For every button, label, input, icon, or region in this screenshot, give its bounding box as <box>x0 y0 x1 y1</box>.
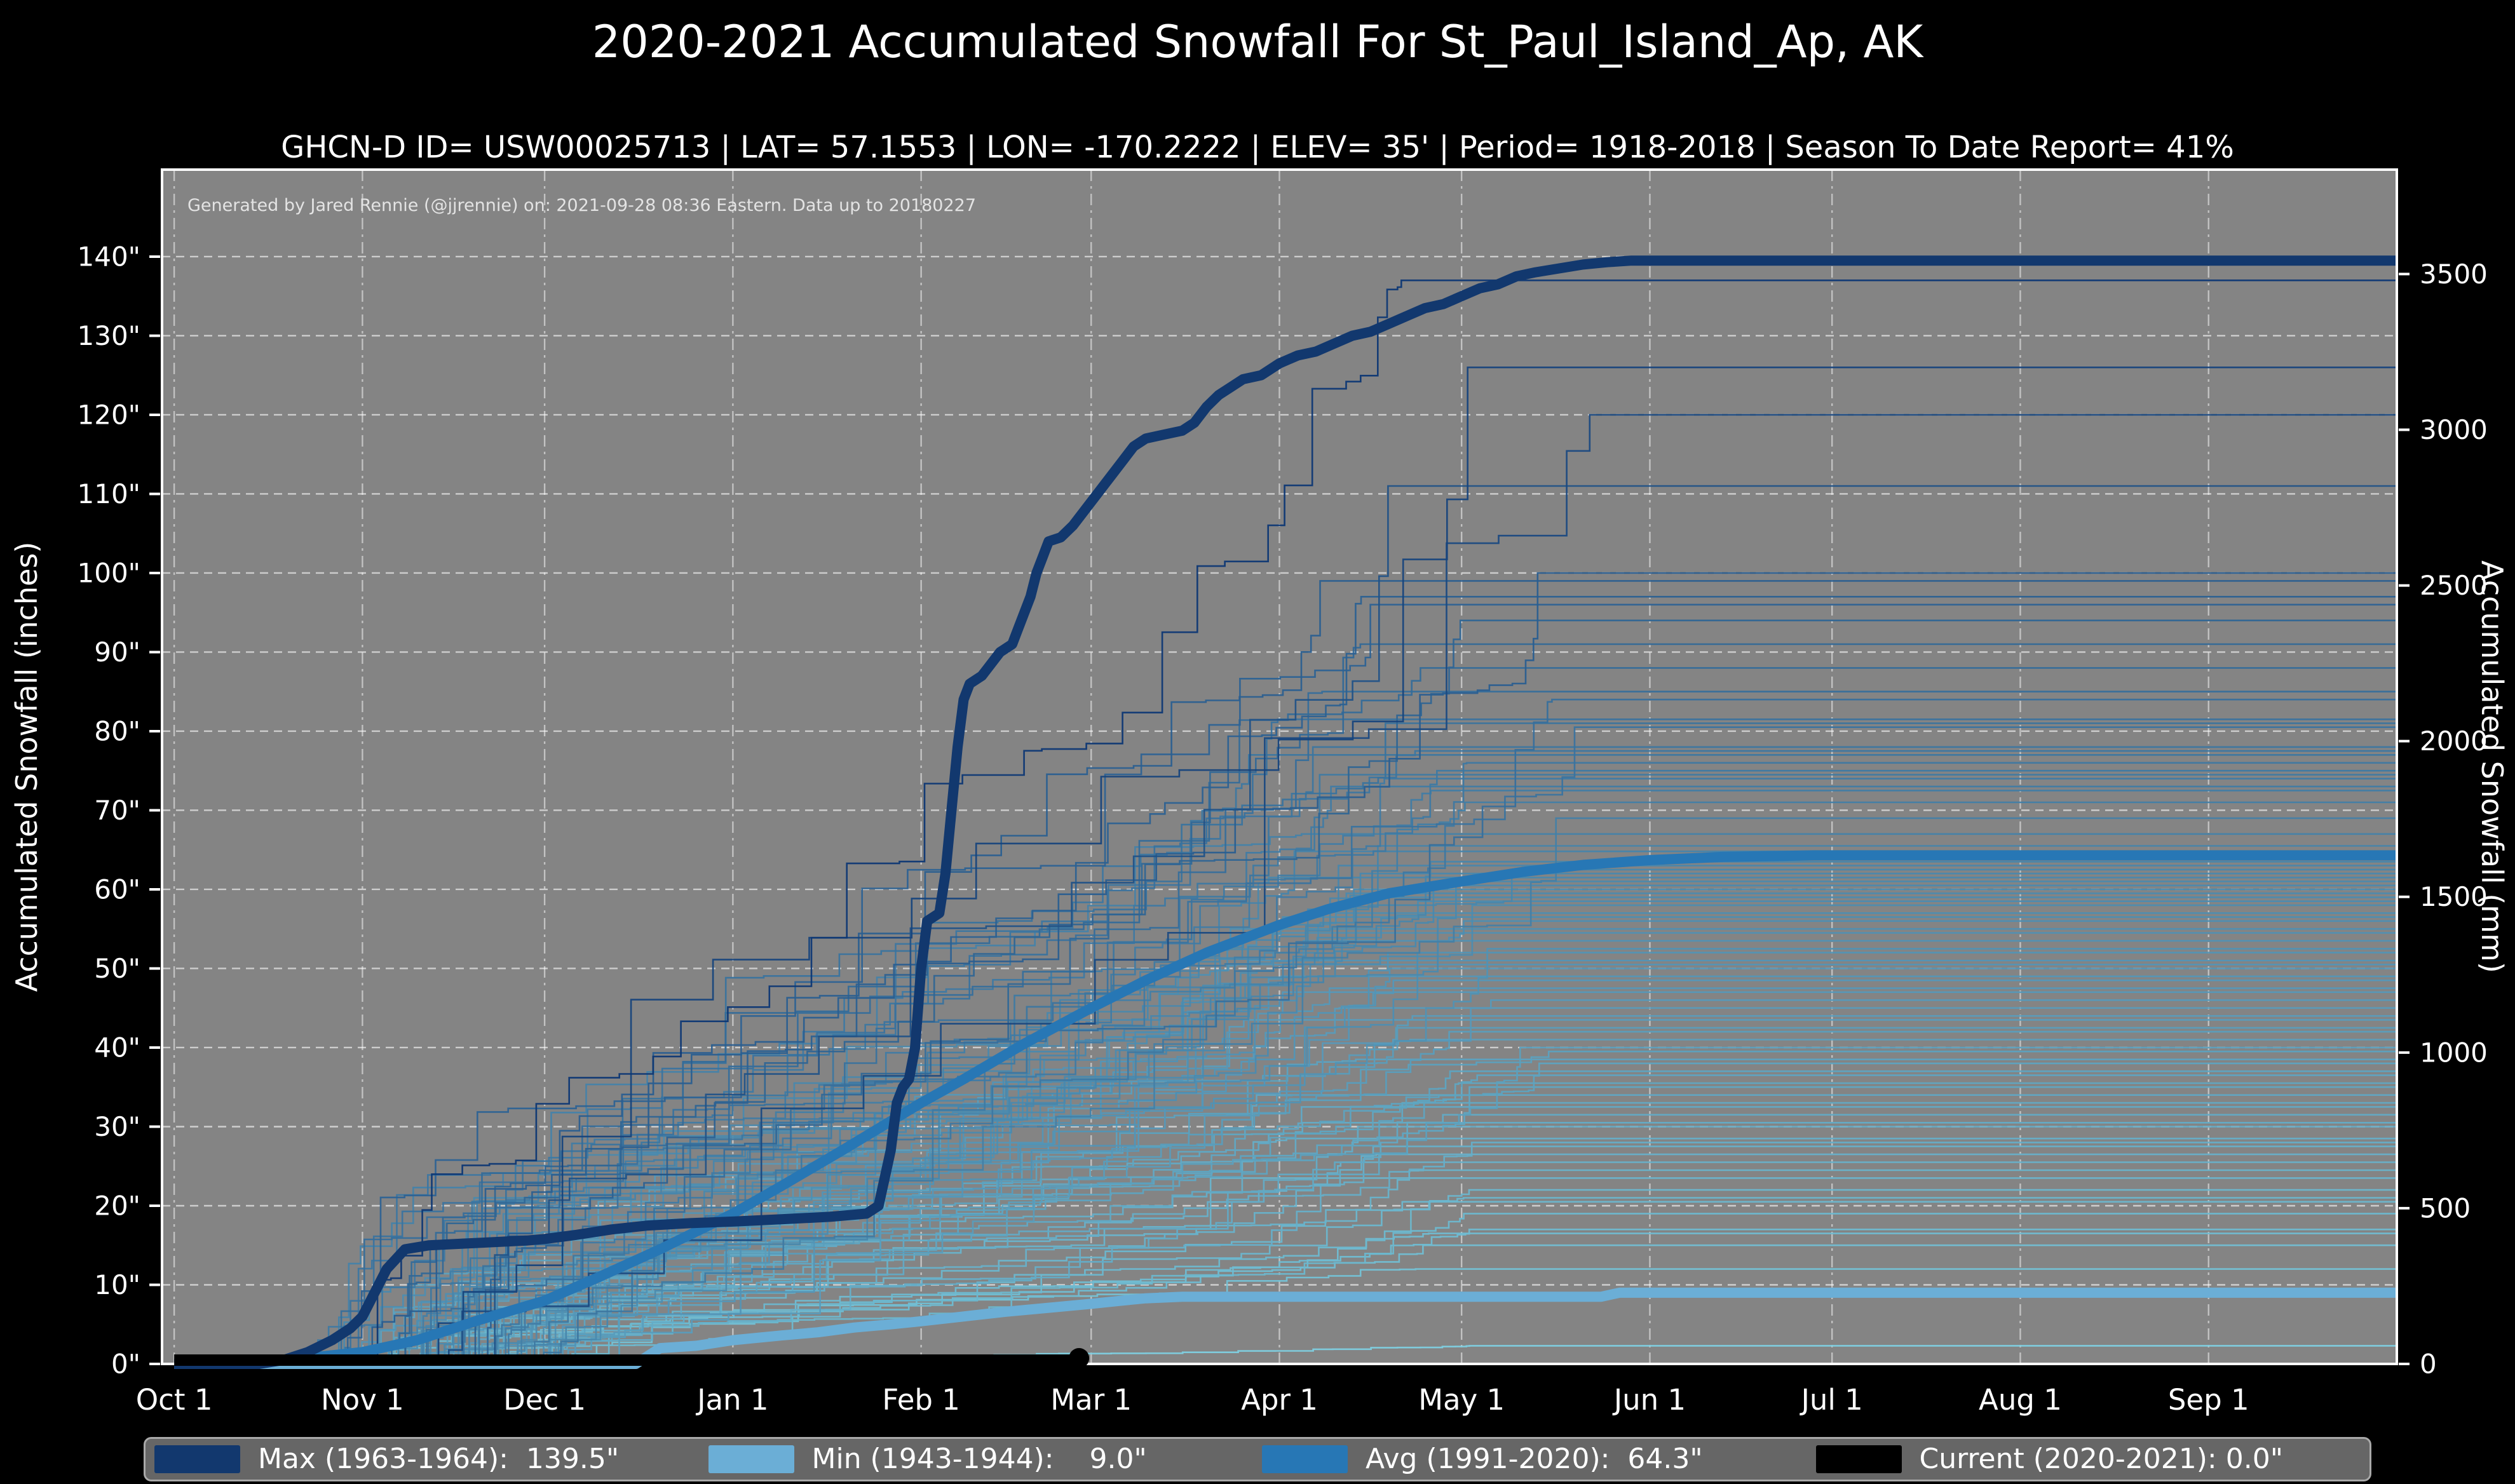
season-trace <box>174 746 2397 1365</box>
season-trace <box>174 750 2397 1365</box>
month-tick-label: Dec 1 <box>503 1383 586 1417</box>
legend-item-max: Max (1963-1964): 139.5" <box>154 1445 708 1473</box>
season-trace <box>174 916 2397 1365</box>
current-line-swatch <box>1815 1445 1902 1473</box>
mm-tick-label: 2000 <box>2420 725 2488 757</box>
month-tick-label: Oct 1 <box>136 1383 213 1417</box>
month-tick-label: Sep 1 <box>2168 1383 2249 1417</box>
current-end-marker <box>1069 1348 1090 1368</box>
inches-tick-label: 20" <box>94 1190 140 1221</box>
season-trace <box>174 580 2397 1365</box>
inches-tick-label: 110" <box>78 478 140 509</box>
mm-tick-label: 1500 <box>2420 881 2488 912</box>
season-trace <box>174 912 2397 1365</box>
inches-tick-label: 70" <box>94 795 140 826</box>
inches-tick-label: 100" <box>78 557 140 588</box>
y-axis-label-mm: Accumulated Snowfall (mm) <box>2475 560 2509 973</box>
season-trace <box>174 643 2397 1365</box>
season-trace <box>174 845 2397 1365</box>
inches-tick-label: 140" <box>78 241 140 272</box>
season-trace <box>174 868 2397 1365</box>
inches-tick-label: 130" <box>78 320 140 351</box>
season-trace <box>174 718 2397 1365</box>
min-series-line <box>174 1287 2397 1369</box>
season-trace <box>174 991 2397 1365</box>
avg-series-line <box>173 850 2397 1369</box>
month-tick-label: Aug 1 <box>1979 1383 2062 1417</box>
month-tick-label: May 1 <box>1418 1383 1505 1417</box>
season-trace <box>174 596 2397 1365</box>
plot-area: 0" 10" 20" 30" 40" 50" 60" 70" 80" 90" 100" 110" 120… <box>78 168 2488 1417</box>
mm-tick-label: 0 <box>2420 1349 2437 1380</box>
month-tick-label: Nov 1 <box>321 1383 404 1417</box>
season-trace <box>174 774 2397 1365</box>
mm-tick-label: 2500 <box>2420 570 2488 601</box>
month-tick-label: Feb 1 <box>882 1383 960 1417</box>
historical-season-lines <box>174 280 2397 1365</box>
season-trace <box>174 817 2397 1365</box>
avg-line-swatch <box>1262 1445 1348 1473</box>
inches-tick-label: 60" <box>94 874 140 905</box>
mm-tick-label: 3000 <box>2420 414 2488 445</box>
inches-tick-label: 50" <box>94 953 140 984</box>
axis-ticks: 0" 10" 20" 30" 40" 50" 60" 70" 80" 90" 100" 110" 120… <box>78 241 2488 1417</box>
season-trace <box>174 619 2397 1365</box>
legend-item-current: Current (2020-2021): 0.0" <box>1815 1443 2370 1475</box>
season-trace <box>174 801 2397 1365</box>
month-tick-label: Mar 1 <box>1050 1383 1132 1417</box>
inches-tick-label: 30" <box>94 1111 140 1142</box>
legend-item-avg: Avg (1991-2020): 64.3" <box>1262 1445 1816 1473</box>
season-trace <box>174 861 2397 1365</box>
season-trace <box>174 698 2397 1365</box>
credit-text: Generated by Jared Rennie (@jjrennie) on… <box>187 196 976 215</box>
season-trace <box>174 1030 2397 1365</box>
season-trace <box>174 485 2397 1365</box>
legend-label-min: Min (1943-1944): 9.0" <box>811 1443 1147 1475</box>
season-trace <box>174 604 2397 1365</box>
month-tick-label: Jan 1 <box>695 1383 768 1417</box>
season-trace <box>174 850 2397 1365</box>
legend-label-max: Max (1963-1964): 139.5" <box>258 1443 620 1475</box>
season-trace <box>174 964 2397 1365</box>
season-trace <box>174 790 2397 1365</box>
month-tick-label: Apr 1 <box>1241 1383 1318 1417</box>
station-subtitle: GHCN-D ID= USW00025713 | LAT= 57.1553 | … <box>281 130 2234 165</box>
month-tick-label: Jun 1 <box>1612 1383 1686 1417</box>
inches-tick-label: 0" <box>111 1349 140 1380</box>
season-trace <box>174 280 2397 1365</box>
inches-tick-label: 40" <box>94 1032 140 1063</box>
y-axis-label-inches: Accumulated Snowfall (inches) <box>10 542 44 992</box>
legend-label-current: Current (2020-2021): 0.0" <box>1919 1443 2283 1475</box>
mm-tick-label: 500 <box>2420 1192 2471 1224</box>
inches-tick-label: 80" <box>94 715 140 746</box>
inches-tick-label: 90" <box>94 637 140 668</box>
season-trace <box>174 754 2397 1365</box>
month-tick-label: Jul 1 <box>1800 1383 1863 1417</box>
legend-label-avg: Avg (1991-2020): 64.3" <box>1366 1443 1703 1475</box>
max-series-line <box>174 255 2397 1369</box>
max-line-swatch <box>154 1445 240 1473</box>
legend-item-min: Min (1943-1944): 9.0" <box>708 1445 1263 1473</box>
mm-tick-label: 1000 <box>2420 1037 2488 1068</box>
page-title: 2020-2021 Accumulated Snowfall For St_Pa… <box>592 16 1925 68</box>
inches-tick-label: 10" <box>94 1269 140 1300</box>
legend: Max (1963-1964): 139.5" Min (1943-1944):… <box>144 1437 2371 1481</box>
min-line-swatch <box>708 1445 794 1473</box>
plot-frame <box>161 168 2398 1365</box>
inches-tick-label: 120" <box>78 399 140 430</box>
mm-tick-label: 3500 <box>2420 259 2488 290</box>
season-trace <box>174 920 2397 1365</box>
